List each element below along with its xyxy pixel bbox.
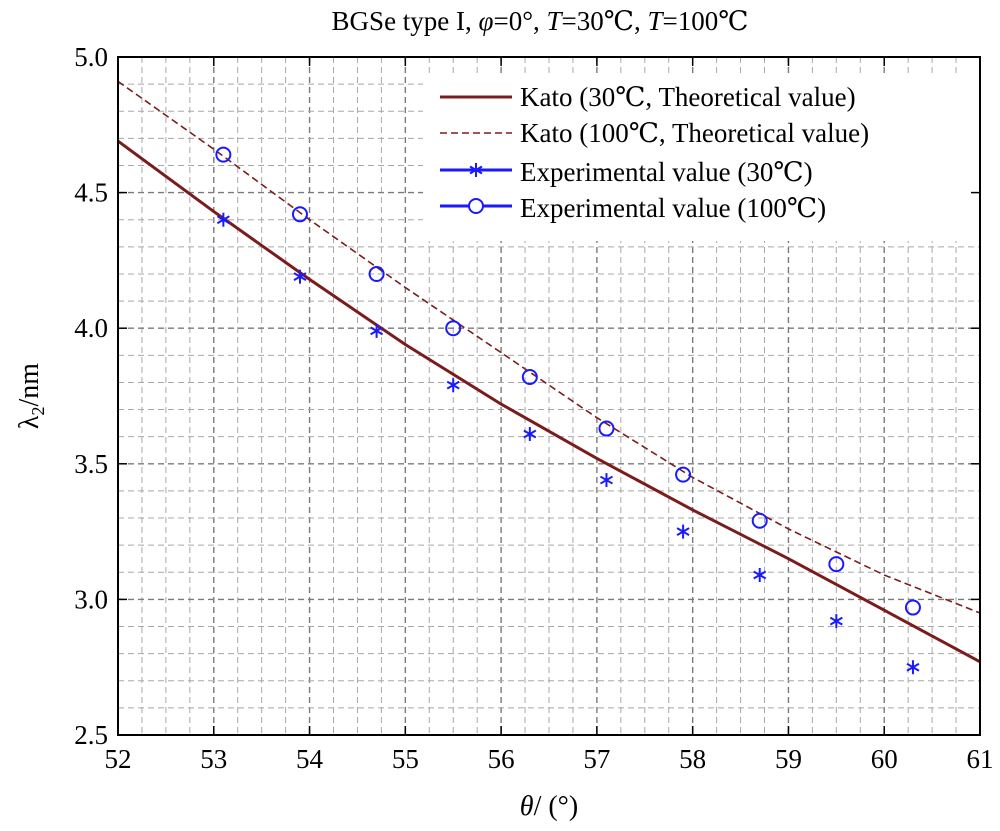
y-tick-label: 4.5 [74, 178, 108, 208]
x-axis-label: θ/ (°) [520, 791, 578, 822]
data-point-exp-30 [753, 567, 767, 582]
legend-box [423, 73, 980, 241]
y-tick-label: 2.5 [74, 720, 108, 750]
title-t1-value: =30℃, [562, 6, 648, 36]
data-point-exp-100 [675, 466, 692, 483]
legend-label-exp-30: Experimental value (30℃) [520, 157, 813, 187]
series-markers [215, 146, 921, 675]
data-point-exp-30 [829, 614, 843, 629]
y-axis-ticks: 2.5 3.0 3.5 4.0 4.5 5.0 [74, 42, 980, 750]
title-t2-symbol: T [647, 6, 664, 36]
data-point-exp-100 [215, 146, 232, 163]
data-point-exp-30 [676, 524, 690, 539]
title-phi-value: =0°, [493, 6, 546, 36]
x-axis-label-symbol: θ [520, 791, 534, 822]
x-tick-label: 52 [105, 744, 132, 774]
data-point-exp-30 [599, 473, 613, 488]
plot-frame [117, 56, 981, 736]
chart-title: BGSe type I, φ=0°, T=30℃, T=100℃ [332, 6, 749, 36]
y-tick-label: 3.5 [74, 449, 108, 479]
x-tick-label: 60 [871, 744, 898, 774]
x-tick-label: 56 [488, 744, 515, 774]
legend-marker-circle [468, 198, 484, 214]
y-axis-label: λ2/nm [14, 363, 48, 429]
data-point-exp-100 [521, 369, 538, 386]
x-tick-label: 53 [200, 744, 227, 774]
x-tick-label: 55 [392, 744, 419, 774]
data-point-exp-100 [828, 556, 845, 573]
y-tick-label: 3.0 [74, 584, 108, 614]
y-tick-label: 4.0 [74, 313, 108, 343]
legend-label-kato-100: Kato (100℃, Theoretical value) [520, 118, 869, 148]
legend-label-kato-30: Kato (30℃, Theoretical value) [520, 82, 856, 112]
data-point-exp-100 [291, 206, 308, 223]
y-axis-label-subscript: 2 [28, 406, 48, 415]
legend-marker-asterisk [469, 163, 483, 177]
legend-label-exp-100: Experimental value (100℃) [520, 193, 826, 223]
data-point-exp-100 [368, 265, 385, 282]
data-point-exp-100 [751, 512, 768, 529]
data-point-exp-100 [904, 599, 921, 616]
data-point-exp-30 [523, 426, 537, 441]
y-axis-label-unit: /nm [14, 363, 45, 407]
legend: Kato (30℃, Theoretical value) Kato (100℃… [423, 73, 980, 241]
y-tick-label: 5.0 [74, 42, 108, 72]
data-point-exp-100 [598, 420, 615, 437]
series-line-0 [117, 139, 981, 664]
x-tick-label: 57 [583, 744, 610, 774]
title-phi-symbol: φ [479, 6, 494, 36]
data-point-exp-30 [906, 660, 920, 675]
data-point-exp-30 [216, 212, 230, 227]
series-lines [117, 80, 981, 664]
title-prefix: BGSe type I, [332, 6, 479, 36]
series-line-1 [117, 80, 981, 614]
x-tick-label: 61 [967, 744, 994, 774]
data-point-exp-30 [293, 269, 307, 284]
x-tick-label: 54 [296, 744, 324, 774]
data-point-exp-30 [446, 378, 460, 393]
x-tick-label: 59 [775, 744, 802, 774]
x-axis-label-unit: / (°) [534, 791, 579, 822]
x-tick-label: 58 [679, 744, 706, 774]
title-t1-symbol: T [547, 6, 564, 36]
data-point-exp-100 [445, 320, 462, 337]
y-axis-label-symbol: λ [14, 415, 45, 429]
x-axis-ticks: 52 53 54 55 56 57 58 59 60 61 [105, 57, 994, 774]
data-point-exp-30 [370, 323, 384, 338]
title-t2-value: =100℃ [663, 6, 749, 36]
